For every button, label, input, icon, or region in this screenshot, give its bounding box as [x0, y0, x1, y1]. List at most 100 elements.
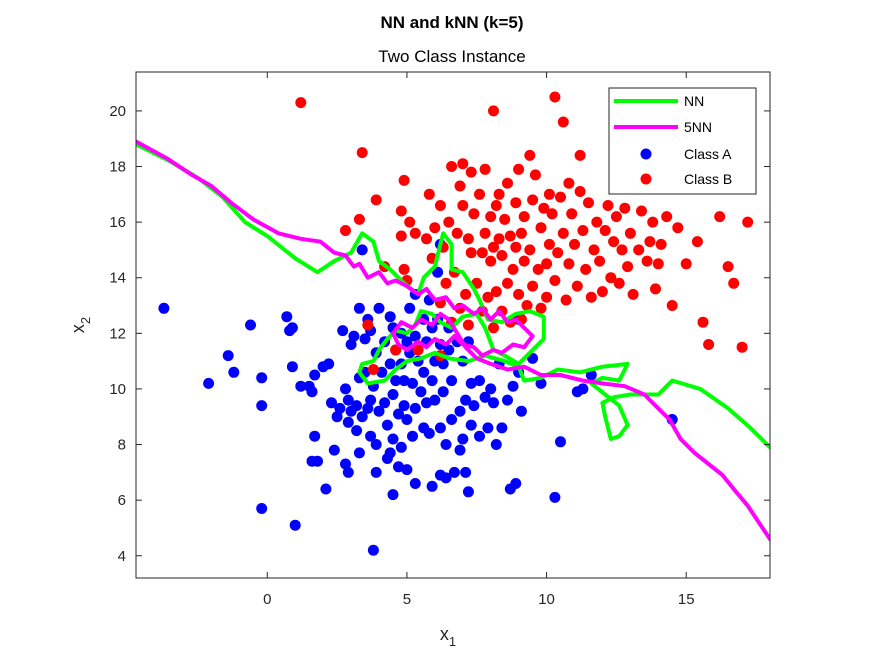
class-a-point-68 [387, 489, 399, 501]
class-b-point-42 [474, 188, 485, 200]
class-b-point-74 [524, 149, 536, 161]
class-a-point-2 [222, 350, 234, 362]
class-a-point-97 [423, 427, 435, 439]
class-a-point-24 [328, 444, 340, 456]
class-a-point-104 [432, 266, 444, 278]
class-b-point-55 [493, 188, 505, 200]
class-a-point-8 [281, 311, 293, 323]
chart-subtitle: Two Class Instance [378, 47, 525, 66]
class-a-point-39 [353, 302, 365, 314]
class-b-point-94 [560, 294, 572, 306]
class-a-point-112 [440, 472, 452, 484]
class-b-point-33 [457, 158, 469, 170]
class-b-point-119 [624, 227, 636, 239]
class-b-point-52 [488, 241, 499, 253]
class-a-point-23 [326, 397, 337, 409]
class-b-point-140 [742, 216, 754, 228]
class-a-point-77 [398, 400, 410, 412]
class-b-point-54 [490, 286, 502, 298]
class-b-point-12 [398, 263, 410, 275]
class-a-point-28 [340, 383, 351, 395]
class-b-point-130 [666, 300, 678, 311]
class-a-point-41 [356, 411, 368, 423]
class-b-point-92 [557, 227, 569, 239]
class-b-point-120 [627, 288, 639, 300]
class-b-point-38 [465, 166, 477, 178]
class-b-point-37 [462, 319, 474, 331]
x-tick-label-15: 15 [678, 591, 695, 608]
class-a-point-30 [342, 394, 354, 406]
class-a-point-35 [348, 330, 360, 342]
class-a-point-15 [306, 386, 318, 398]
class-b-point-133 [691, 236, 703, 248]
legend-label-nn: NN [684, 93, 704, 109]
class-b-point-50 [488, 322, 499, 334]
class-b-point-116 [616, 244, 628, 256]
class-a-point-132 [479, 391, 491, 403]
class-a-point-67 [387, 433, 399, 445]
class-a-point-135 [488, 397, 499, 409]
class-a-point-133 [482, 422, 494, 434]
x-tick-label-0: 0 [263, 591, 271, 608]
class-b-point-122 [636, 205, 647, 217]
class-b-point-79 [532, 263, 544, 275]
class-b-point-26 [443, 216, 455, 228]
class-a-point-134 [485, 383, 497, 395]
class-b-point-134 [697, 316, 709, 328]
y-tick-label-20: 20 [109, 103, 126, 120]
class-a-point-46 [362, 402, 374, 414]
class-a-point-57 [376, 366, 388, 378]
class-a-point-86 [409, 330, 421, 342]
class-a-point-66 [387, 389, 399, 400]
x-axis-label-base: x [440, 624, 449, 644]
class-b-point-110 [599, 225, 611, 236]
boundary-lines [136, 139, 770, 542]
class-b-point-105 [585, 291, 597, 303]
y-tick-label-6: 6 [118, 492, 126, 509]
class-b-point-136 [714, 211, 726, 223]
class-b-point-86 [543, 238, 555, 250]
class-b-point-3 [356, 147, 368, 159]
class-a-point-99 [426, 375, 438, 387]
class-b-point-59 [499, 213, 511, 225]
class-a-point-81 [404, 302, 416, 314]
class-a-point-70 [390, 375, 402, 387]
class-b-point-82 [538, 202, 550, 214]
class-b-point-20 [429, 222, 441, 234]
class-b-point-109 [596, 286, 608, 298]
class-b-point-88 [549, 91, 561, 103]
class-a-point-64 [384, 447, 396, 459]
class-b-point-66 [510, 197, 522, 209]
class-b-point-34 [457, 200, 469, 211]
class-b-point-121 [633, 244, 645, 256]
class-b-point-95 [563, 177, 575, 189]
class-a-point-56 [373, 405, 385, 417]
class-b-point-113 [608, 236, 620, 248]
class-a-point-131 [474, 430, 485, 442]
class-b-point-73 [521, 300, 533, 311]
class-b-point-135 [703, 339, 715, 350]
class-b-point-78 [529, 169, 541, 181]
class-b-point-25 [440, 277, 452, 289]
class-b-point-46 [479, 163, 491, 175]
chart-title: NN and kNN (k=5) [380, 13, 523, 32]
legend-label-class-b: Class B [684, 171, 732, 187]
class-a-point-88 [409, 478, 421, 489]
class-a-point-138 [496, 422, 508, 434]
class-a-point-21 [320, 483, 332, 495]
class-a-point-59 [379, 397, 391, 409]
x-tick-label-10: 10 [538, 591, 555, 608]
class-b-point-115 [613, 277, 625, 289]
class-a-point-136 [490, 439, 502, 450]
class-a-point-80 [401, 464, 413, 476]
class-a-point-26 [334, 402, 346, 414]
class-b-point-91 [555, 191, 566, 203]
legend: NN 5NN Class A Class B [608, 87, 757, 195]
class-a-point-145 [515, 405, 527, 417]
class-a-point-146 [527, 352, 539, 364]
y-axis-ticks: 4 6 8 10 12 14 16 18 20 [109, 103, 770, 565]
class-a-point-17 [309, 369, 321, 381]
class-b-point-103 [580, 263, 592, 275]
class-a-point-92 [418, 366, 430, 378]
class-b-point-139 [736, 341, 748, 353]
